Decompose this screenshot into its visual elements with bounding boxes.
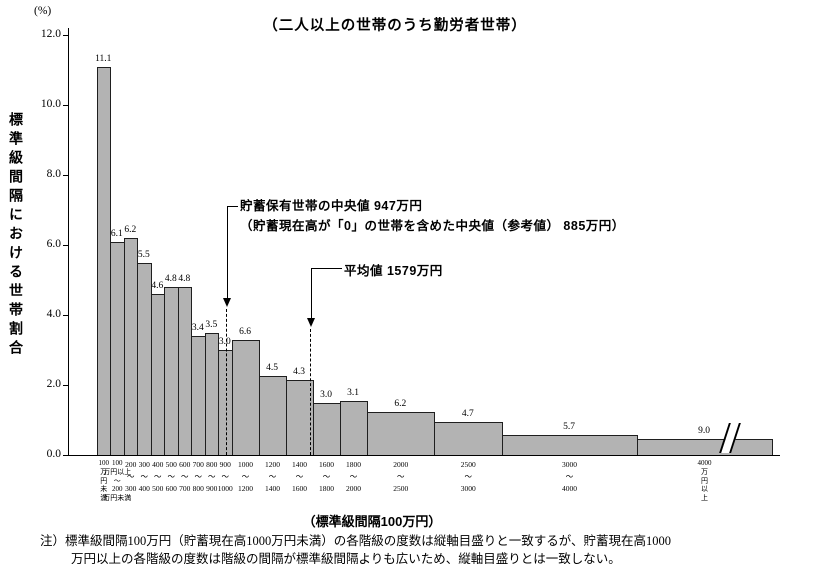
x-axis-tick-label: 600 〜 700	[179, 460, 191, 493]
bar-6	[177, 287, 192, 456]
bar-value-label: 6.1	[110, 228, 123, 239]
mean-arrow-icon	[307, 318, 315, 327]
axis-break-mark	[719, 423, 745, 453]
y-axis-tick-mark	[63, 105, 68, 106]
x-axis-tick-label: 700 〜 800	[192, 460, 204, 493]
bar-value-label: 4.7	[461, 409, 474, 420]
x-axis-tick-label: 1000 〜 1200	[238, 460, 253, 493]
mean-annotation: 平均値 1579万円	[344, 264, 443, 278]
y-axis-line	[68, 28, 69, 456]
x-axis-tick-label: 1200 〜 1400	[265, 460, 280, 493]
bar-4	[150, 294, 165, 456]
bar-5	[164, 287, 179, 456]
mean-dashed-line	[310, 329, 311, 455]
bar-value-label: 4.8	[164, 274, 177, 284]
y-axis-tick-label: 6.0	[46, 238, 61, 250]
x-axis-tick-label: 1800 〜 2000	[346, 460, 361, 493]
median-annotation: 貯蓄保有世帯の中央値 947万円 （貯蓄現在高が「0」の世帯を含めた中央値（参考…	[240, 197, 625, 236]
bar-value-label: 6.6	[239, 326, 251, 337]
bar-7	[191, 336, 206, 456]
bar-0	[96, 66, 111, 456]
median-dashed-line	[226, 309, 227, 455]
x-axis-title: （標準級間隔100万円）	[302, 514, 442, 529]
bar-8	[204, 332, 219, 456]
footnote-line2: 万円以上の各階級の度数は階級の間隔が標準級間隔よりも広いため、縦軸目盛りとは一致…	[71, 551, 621, 564]
median-annotation-line1: 貯蓄保有世帯の中央値 947万円	[240, 199, 423, 213]
bar-2	[123, 238, 138, 456]
y-axis-tick-mark	[63, 175, 68, 176]
bar-value-label: 5.5	[137, 249, 150, 260]
x-axis-tick-label: 500 〜 600	[165, 460, 177, 493]
median-annotation-line2: （貯蓄現在高が「0」の世帯を含めた中央値（参考値） 885万円）	[240, 218, 625, 233]
bar-value-label: 4.3	[293, 366, 305, 377]
y-axis-tick-mark	[63, 385, 68, 386]
y-axis-tick-label: 4.0	[46, 308, 61, 320]
y-axis-tick-label: 12.0	[40, 28, 61, 40]
x-axis-tick-label: 200 〜 300	[125, 460, 137, 493]
bar-3	[137, 262, 152, 456]
x-axis-tick-label: 2500 〜 3000	[460, 460, 476, 493]
x-axis-tick-label: 100 万円未満	[98, 459, 110, 503]
y-axis-tick-label: 0.0	[46, 448, 61, 460]
bar-18	[636, 439, 773, 456]
bar-14	[339, 400, 368, 456]
bar-value-label: 3.0	[218, 337, 231, 347]
y-axis-unit-label: (%)	[34, 5, 52, 17]
x-axis-tick-label: 300 〜 400	[138, 460, 150, 493]
x-axis-tick-label: 800 〜 900	[206, 460, 218, 493]
x-axis-tick-label: 2000 〜 2500	[393, 460, 409, 493]
bar-value-label: 4.6	[151, 281, 164, 291]
y-axis-tick-mark	[63, 315, 68, 316]
median-connector-vertical	[227, 206, 228, 299]
x-axis-tick-label: 100 万円以上〜 200 万円未満	[103, 459, 132, 503]
x-axis-line	[68, 455, 780, 456]
median-arrow-icon	[223, 298, 231, 307]
bar-value-label: 6.2	[124, 225, 137, 235]
bar-value-label: 5.7	[563, 422, 575, 433]
bar-value-label: 3.4	[191, 323, 204, 333]
y-axis-tick-label: 10.0	[40, 98, 61, 110]
bar-10	[231, 339, 260, 456]
footnote: 注）標準級間隔100万円（貯蓄現在高1000万円未満）の各階級の度数は縦軸目盛り…	[40, 533, 790, 564]
chart-title: （二人以上の世帯のうち勤労者世帯）	[263, 18, 527, 34]
bar-value-label: 3.5	[205, 319, 218, 330]
bar-11	[258, 376, 287, 456]
bar-value-label: 6.2	[394, 398, 407, 409]
bar-17	[501, 435, 638, 456]
y-axis-tick-mark	[63, 455, 68, 456]
x-axis-tick-label: 1400 〜 1600	[292, 460, 307, 493]
x-axis-tick-label: 4000 万円以上	[697, 459, 712, 503]
bar-value-label: 3.1	[347, 387, 359, 398]
x-axis-tick-label: 1600 〜 1800	[319, 460, 334, 493]
bar-16	[434, 422, 503, 456]
bar-value-label: 11.1	[95, 53, 112, 64]
footnote-line1: 注）標準級間隔100万円（貯蓄現在高1000万円未満）の各階級の度数は縦軸目盛り…	[40, 534, 672, 548]
mean-connector-vertical	[311, 268, 312, 319]
y-axis-title: 標準級間隔における世帯割合	[8, 112, 24, 359]
y-axis-tick-mark	[63, 35, 68, 36]
median-connector-horizontal	[227, 206, 238, 207]
y-axis-tick-label: 8.0	[46, 168, 61, 180]
bar-value-label: 4.5	[266, 363, 278, 374]
x-axis-tick-label: 400 〜 500	[152, 460, 164, 493]
bar-15	[366, 411, 435, 456]
bar-value-label: 3.0	[320, 389, 332, 400]
x-axis-tick-label: 900 〜 1000	[217, 460, 233, 493]
y-axis-tick-mark	[63, 245, 68, 246]
mean-connector-horizontal	[311, 268, 342, 269]
bar-1	[110, 241, 125, 456]
y-axis-tick-label: 2.0	[46, 378, 61, 390]
x-axis-tick-label: 3000 〜 4000	[562, 460, 577, 493]
bar-value-label: 4.8	[178, 274, 191, 284]
bar-value-label: 9.0	[698, 426, 710, 437]
bar-13	[312, 402, 341, 456]
